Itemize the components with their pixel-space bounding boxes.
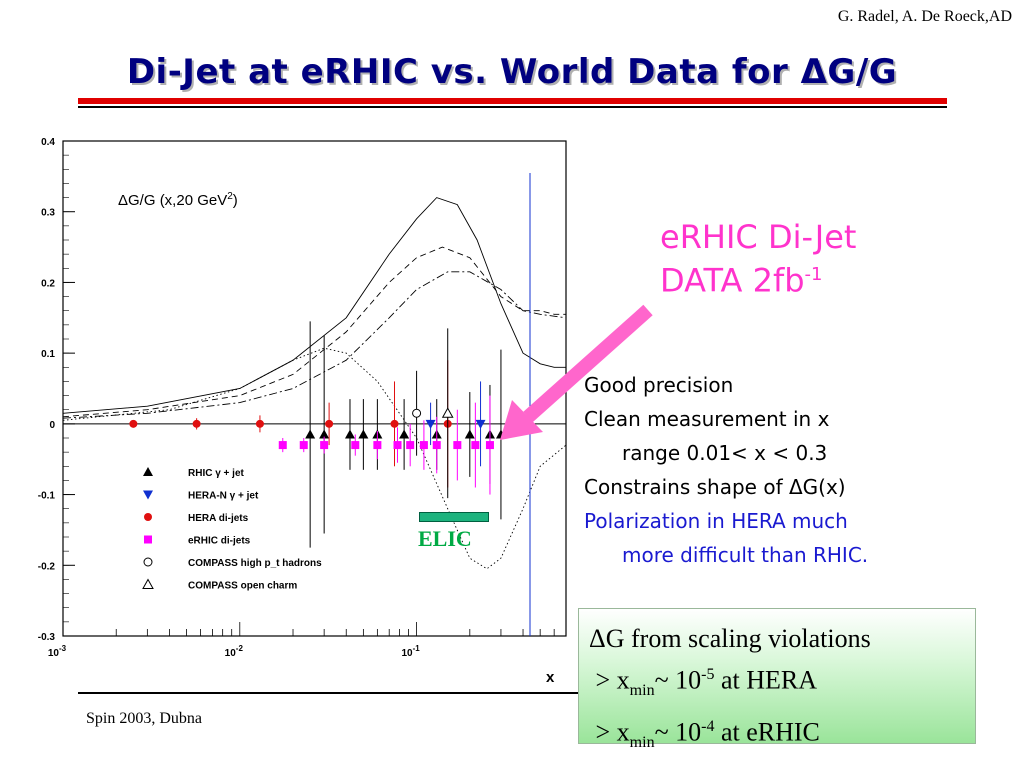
data-point-triangle-open <box>441 407 454 418</box>
data-point-square <box>453 441 462 450</box>
pink-arrow-head <box>500 400 543 440</box>
bullet-constrains: Constrains shape of ΔG(x) <box>584 475 846 499</box>
data-point-triangle-up <box>305 429 316 439</box>
scaling-violations-box: ΔG from scaling violations > xmin~ 10-5 … <box>578 608 976 751</box>
data-point-square <box>419 441 428 450</box>
legend-label: HERA di-jets <box>188 513 249 524</box>
y-tick-label: 0.4 <box>41 137 55 148</box>
theory-curve-solid <box>62 197 566 414</box>
footer-text: Spin 2003, Dubna <box>86 710 202 727</box>
data-point-triangle-up <box>344 429 355 439</box>
box-line1: ΔG from scaling violations <box>589 624 871 653</box>
data-point-triangle-up <box>464 429 475 439</box>
data-point-square <box>278 441 287 450</box>
data-point-square <box>373 441 382 450</box>
theory-curve-dashed <box>62 246 566 418</box>
data-point-circle <box>255 419 264 428</box>
x-tick-label: 10-2 <box>225 644 244 659</box>
legend-marker <box>143 467 153 476</box>
y-tick-label: -0.2 <box>38 561 56 572</box>
theory-curve-dashdot <box>62 271 567 419</box>
data-point-triangle-down <box>425 419 436 429</box>
bullet-clean-measurement: Clean measurement in x range 0.01< x < 0… <box>584 407 830 465</box>
y-tick-label: 0.3 <box>41 208 55 219</box>
legend-label: RHIC γ + jet <box>188 468 245 479</box>
data-point-square <box>406 441 415 450</box>
data-point-triangle-up <box>319 429 330 439</box>
x-axis-label: x <box>546 669 555 686</box>
title-rule-black <box>78 106 947 108</box>
y-tick-label: 0 <box>49 420 55 431</box>
theory-curve-dotted <box>62 347 567 570</box>
title-rule-red <box>78 98 947 104</box>
bullet-precision: Good precision <box>584 373 734 397</box>
data-point-square <box>351 441 360 450</box>
legend-marker <box>144 535 152 544</box>
data-point-square <box>485 441 494 450</box>
data-point-triangle-up <box>399 429 410 439</box>
data-point-square <box>393 441 402 450</box>
erhic-callout: eRHIC Di-Jet DATA 2fb-1 <box>660 218 856 300</box>
author-credit: G. Radel, A. De Roeck,AD <box>837 8 1012 25</box>
legend-marker <box>144 513 152 521</box>
data-point-circle <box>325 419 334 428</box>
data-point-triangle-down <box>475 419 486 429</box>
elic-label: ELIC <box>418 526 472 551</box>
callout-line2: DATA 2fb-1 <box>660 261 823 300</box>
bullet-list: Good precision Clean measurement in x ra… <box>584 372 1004 576</box>
elic-range-bar <box>419 512 489 522</box>
legend-marker <box>143 557 153 567</box>
data-point-square <box>320 441 329 450</box>
bullet-polarization: Polarization in HERA much more difficult… <box>584 509 869 567</box>
legend-label: COMPASS open charm <box>188 581 297 592</box>
y-tick-label: 0.1 <box>41 349 55 360</box>
data-point-square <box>432 441 441 450</box>
data-point-circle <box>390 419 399 428</box>
legend-label: HERA-N γ + jet <box>188 491 259 502</box>
pink-arrow-shaft <box>523 304 653 423</box>
y-tick-label: -0.3 <box>38 632 56 643</box>
box-line2: > xmin~ 10-5 at HERA <box>595 665 818 699</box>
chart-title: ΔG/G (x,20 GeV2) <box>118 191 238 209</box>
legend-label: COMPASS high p_t hadrons <box>188 558 322 569</box>
legend-label: eRHIC di-jets <box>188 536 251 547</box>
data-point-triangle-up <box>358 429 369 439</box>
slide-title: Di-Jet at eRHIC vs. World Data for ΔG/G <box>126 52 898 92</box>
y-tick-label: -0.1 <box>38 491 56 502</box>
footer-rule <box>78 692 578 694</box>
data-point-circle <box>129 419 138 428</box>
x-tick-label: 10-1 <box>401 644 420 659</box>
box-line3: > xmin~ 10-4 at eRHIC <box>595 717 820 751</box>
callout-line1: eRHIC Di-Jet <box>660 218 857 256</box>
legend-marker <box>143 490 153 500</box>
data-point-circle <box>192 419 201 428</box>
data-point-square <box>471 441 480 450</box>
data-point-square <box>299 441 308 450</box>
data-point-circle-open <box>412 408 422 418</box>
y-tick-label: 0.2 <box>41 278 55 289</box>
x-tick-label: 10-3 <box>48 644 67 659</box>
legend-marker <box>142 578 154 589</box>
